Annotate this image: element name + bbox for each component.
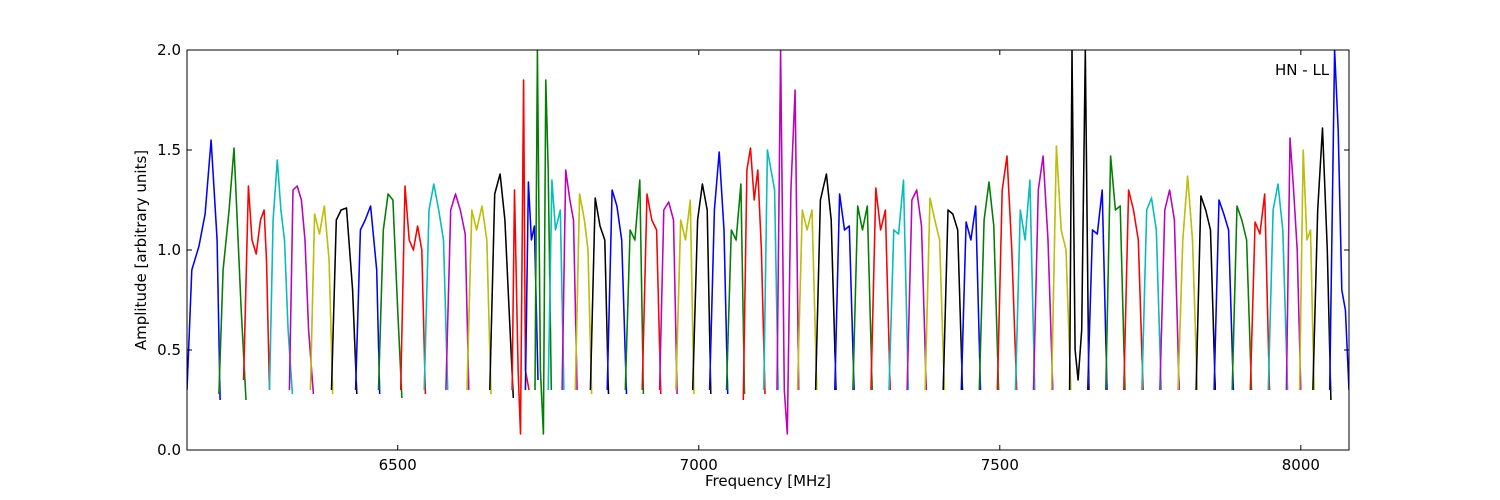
series-20-line <box>574 193 593 395</box>
series-41-line <box>942 209 964 391</box>
series-4-background-line <box>268 159 294 395</box>
series-36-line <box>852 205 873 391</box>
series-35-line <box>834 193 855 391</box>
series-27-line <box>691 183 712 395</box>
series-48-line <box>1068 50 1090 391</box>
series-49-line <box>1086 189 1108 391</box>
series-15-line <box>511 79 530 435</box>
series-23-line <box>624 179 645 395</box>
series-26-line <box>675 199 695 395</box>
series-30-line <box>742 147 766 401</box>
series-58-line <box>1249 193 1271 391</box>
series-54-line <box>1177 175 1199 391</box>
series-9-line <box>377 193 403 399</box>
series-33-line <box>796 209 818 391</box>
series-50-line <box>1105 155 1126 391</box>
series-29-line <box>725 183 746 395</box>
series-63-line <box>1328 50 1349 391</box>
series-62-line <box>1312 127 1332 401</box>
series-61-line <box>1298 149 1315 391</box>
series-4-line <box>268 159 294 395</box>
series-39-line <box>906 189 928 391</box>
y-tick-label: 0.5 <box>157 341 181 359</box>
series-3-line <box>242 185 271 391</box>
series-11-line <box>423 183 449 391</box>
series-14-line <box>489 173 515 399</box>
series-7-line <box>330 207 358 395</box>
series-layer <box>187 50 1349 435</box>
series-51-line <box>1123 189 1144 391</box>
series-12-background-line <box>445 191 470 391</box>
series-57-line <box>1231 205 1253 391</box>
x-tick-label: 7000 <box>680 456 718 474</box>
y-tick-label: 0.0 <box>157 441 181 459</box>
series-8-line <box>354 205 381 395</box>
series-22-line <box>606 189 628 395</box>
series-13-line <box>466 205 492 395</box>
ticks-layer: 6500 7000 7500 8000 0.0 0.5 1.0 1.5 2.0 <box>157 41 1349 474</box>
y-tick-label: 2.0 <box>157 41 181 59</box>
series-10-line <box>399 185 427 395</box>
series-45-line <box>1014 179 1036 391</box>
series-24-line <box>641 193 662 395</box>
series-17-line <box>534 50 553 435</box>
series-40-line <box>924 197 946 391</box>
series-60-line <box>1285 137 1302 391</box>
series-14-background-line <box>489 173 515 399</box>
series-59-line <box>1267 183 1289 391</box>
series-12-line <box>445 193 470 391</box>
series-25-line <box>658 201 678 395</box>
series-43-line <box>978 181 1000 391</box>
y-axis-label: Amplitude [arbitrary units] <box>132 150 150 350</box>
series-52-line <box>1141 197 1162 391</box>
x-tick-label: 7500 <box>981 456 1019 474</box>
series-38-line <box>888 179 910 391</box>
series-44-line <box>996 155 1018 391</box>
x-tick-label: 8000 <box>1282 456 1320 474</box>
series-1-line <box>187 139 221 401</box>
series-6-line <box>309 205 334 395</box>
y-tick-label: 1.0 <box>157 241 181 259</box>
series-31-line <box>763 149 779 391</box>
series-37-line <box>870 187 891 391</box>
series-28-line <box>708 151 729 395</box>
series-5-line <box>288 185 315 395</box>
series-8-background-line <box>354 205 381 395</box>
x-axis-label: Frequency [MHz] <box>705 472 831 490</box>
series-18-line <box>547 179 565 391</box>
series-19-line <box>561 169 578 391</box>
y-tick-label: 1.5 <box>157 141 181 159</box>
series-47-line <box>1050 145 1072 391</box>
series-46-line <box>1032 155 1054 391</box>
series-34-line <box>814 173 837 391</box>
x-tick-label: 6500 <box>379 456 417 474</box>
series-56-line <box>1213 199 1235 391</box>
series-53-line <box>1159 189 1180 391</box>
annotation-label: HN - LL <box>1275 61 1330 79</box>
series-21-line <box>589 197 610 395</box>
series-2-line <box>218 147 247 401</box>
series-42-line <box>960 205 982 391</box>
series-32-line <box>776 50 800 435</box>
series-55-line <box>1195 195 1217 391</box>
